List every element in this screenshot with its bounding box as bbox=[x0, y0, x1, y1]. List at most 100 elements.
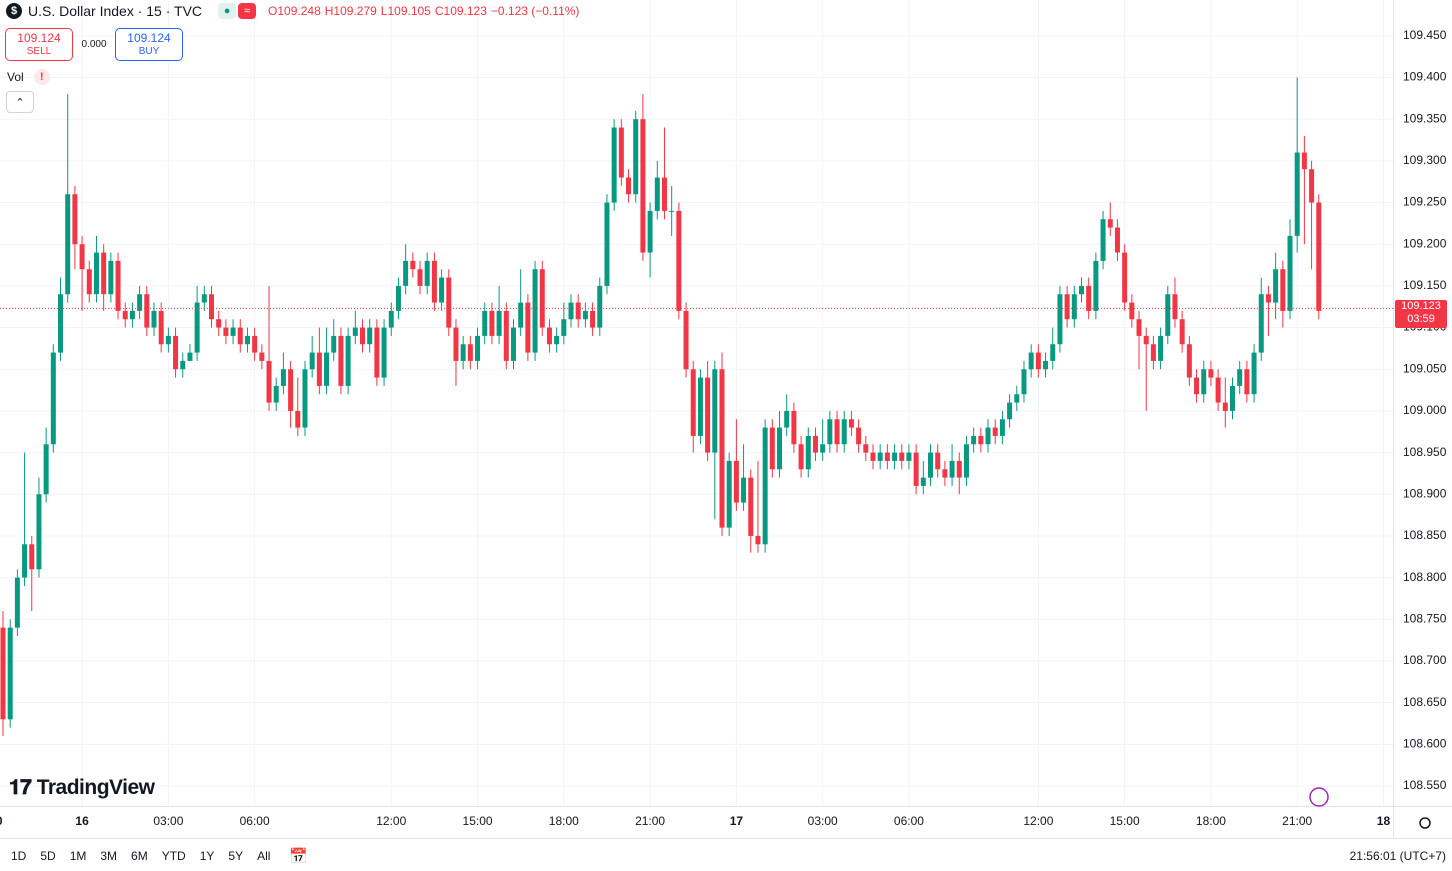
clock[interactable]: 21:56:01 (UTC+7) bbox=[1349, 848, 1446, 863]
candle-body bbox=[1208, 369, 1214, 378]
candle-body bbox=[403, 260, 409, 286]
candle-body bbox=[719, 369, 725, 528]
candle-body bbox=[216, 319, 222, 328]
candle-body bbox=[266, 360, 272, 403]
candle-body bbox=[661, 177, 667, 211]
candle-body bbox=[475, 335, 481, 361]
candle-body bbox=[791, 410, 797, 445]
indicator-row: Vol ! bbox=[7, 69, 50, 85]
candle-body bbox=[870, 452, 876, 461]
spread: 0.000 bbox=[81, 39, 107, 50]
candle-body bbox=[316, 352, 322, 386]
candle-body bbox=[582, 310, 588, 320]
candle-body bbox=[1021, 369, 1027, 395]
candle-body bbox=[1165, 294, 1171, 336]
candle-body bbox=[928, 452, 934, 478]
delay-icon: ≈ bbox=[238, 3, 257, 19]
candle-body bbox=[22, 544, 28, 578]
x-tick-label: 03:00 bbox=[153, 814, 183, 828]
candle-body bbox=[7, 627, 13, 720]
candle-body bbox=[252, 335, 258, 353]
candle-body bbox=[920, 477, 926, 486]
y-tick-label: 108.550 bbox=[1403, 778, 1447, 792]
range-button[interactable]: 1Y bbox=[199, 848, 215, 863]
candle-body bbox=[108, 260, 114, 295]
candle-body bbox=[93, 252, 99, 295]
candle-body bbox=[856, 427, 862, 445]
trade-buttons: 109.124 SELL 0.000 109.124 BUY bbox=[5, 28, 183, 61]
range-button[interactable]: 5Y bbox=[228, 848, 244, 863]
candle-body bbox=[554, 335, 560, 345]
candle-body bbox=[223, 327, 229, 336]
candle-body bbox=[1129, 302, 1135, 320]
y-tick-label: 108.950 bbox=[1403, 445, 1447, 459]
range-button[interactable]: All bbox=[257, 848, 271, 863]
candle-body bbox=[1079, 285, 1084, 295]
candle-body bbox=[769, 427, 775, 470]
y-tick-label: 109.250 bbox=[1403, 195, 1447, 209]
y-tick-label: 108.600 bbox=[1403, 736, 1447, 750]
logo-text: TradingView bbox=[36, 776, 155, 799]
candle-body bbox=[0, 627, 6, 720]
settings-icon bbox=[1419, 817, 1431, 829]
candle-body bbox=[115, 260, 121, 311]
range-button[interactable]: 6M bbox=[131, 848, 148, 863]
candle-body bbox=[79, 244, 85, 270]
candle-body bbox=[151, 310, 157, 328]
candle-body bbox=[820, 444, 826, 453]
y-tick-label: 108.750 bbox=[1403, 611, 1447, 625]
x-tick-label: 00 bbox=[0, 814, 3, 828]
candle-body bbox=[1179, 319, 1185, 345]
candle-body bbox=[827, 419, 833, 445]
candle-body bbox=[417, 269, 423, 286]
candle-body bbox=[1043, 360, 1049, 370]
candle-body bbox=[777, 427, 783, 470]
candle-body bbox=[1229, 385, 1235, 411]
sell-button[interactable]: 109.124 SELL bbox=[5, 28, 73, 61]
y-tick-label: 109.350 bbox=[1403, 111, 1447, 125]
candle-body bbox=[1158, 335, 1164, 361]
range-button[interactable]: 1D bbox=[11, 848, 27, 863]
candle-body bbox=[345, 335, 351, 386]
symbol-title[interactable]: U.S. Dollar Index · 15 · TVC bbox=[28, 3, 203, 19]
candle-body bbox=[482, 310, 488, 336]
range-button[interactable]: 3M bbox=[100, 848, 118, 863]
warning-icon[interactable]: ! bbox=[33, 69, 50, 85]
range-button[interactable]: YTD bbox=[161, 848, 186, 863]
logo[interactable]: 𝟏𝟕 TradingView bbox=[9, 776, 155, 800]
y-tick-label: 108.800 bbox=[1403, 570, 1447, 584]
candle-body bbox=[956, 460, 962, 478]
candle-body bbox=[546, 327, 552, 345]
candle-body bbox=[273, 385, 279, 403]
last-price-label: 109.123 03:59 bbox=[1395, 300, 1447, 329]
candle-body bbox=[395, 285, 401, 311]
indicator-name[interactable]: Vol bbox=[7, 70, 24, 84]
candle-body bbox=[1301, 152, 1307, 170]
candle-body bbox=[690, 369, 696, 436]
collapse-button[interactable]: ⌃ bbox=[6, 91, 34, 113]
status-pill[interactable]: ● ≈ bbox=[218, 3, 257, 19]
candle-body bbox=[726, 460, 732, 528]
candle-body bbox=[259, 352, 265, 361]
candle-body bbox=[626, 177, 632, 195]
candle-body bbox=[1122, 252, 1128, 303]
candle-body bbox=[1172, 294, 1178, 320]
range-button[interactable]: 1M bbox=[69, 848, 87, 863]
y-tick-label: 109.300 bbox=[1403, 153, 1447, 167]
range-button[interactable]: 5D bbox=[40, 848, 56, 863]
y-tick-label: 109.400 bbox=[1403, 70, 1447, 84]
candle-body bbox=[29, 544, 35, 570]
candle-body bbox=[1093, 260, 1099, 311]
candle-body bbox=[187, 352, 193, 361]
candle-body bbox=[877, 452, 883, 461]
x-tick-label: 03:00 bbox=[808, 814, 838, 828]
candle-body bbox=[201, 294, 207, 303]
x-tick-label: 06:00 bbox=[894, 814, 924, 828]
candle-body bbox=[1086, 285, 1092, 311]
bottom-toolbar: 1D 5D 1M 3M 6M YTD 1Y 5Y All 📅 21:56:01 (UTC+7) bbox=[0, 838, 1452, 871]
candle-body bbox=[741, 477, 747, 503]
candle-body bbox=[1201, 369, 1207, 395]
candle-body bbox=[1143, 335, 1149, 345]
candle-body bbox=[367, 327, 373, 345]
buy-button[interactable]: 109.124 BUY bbox=[115, 28, 183, 61]
